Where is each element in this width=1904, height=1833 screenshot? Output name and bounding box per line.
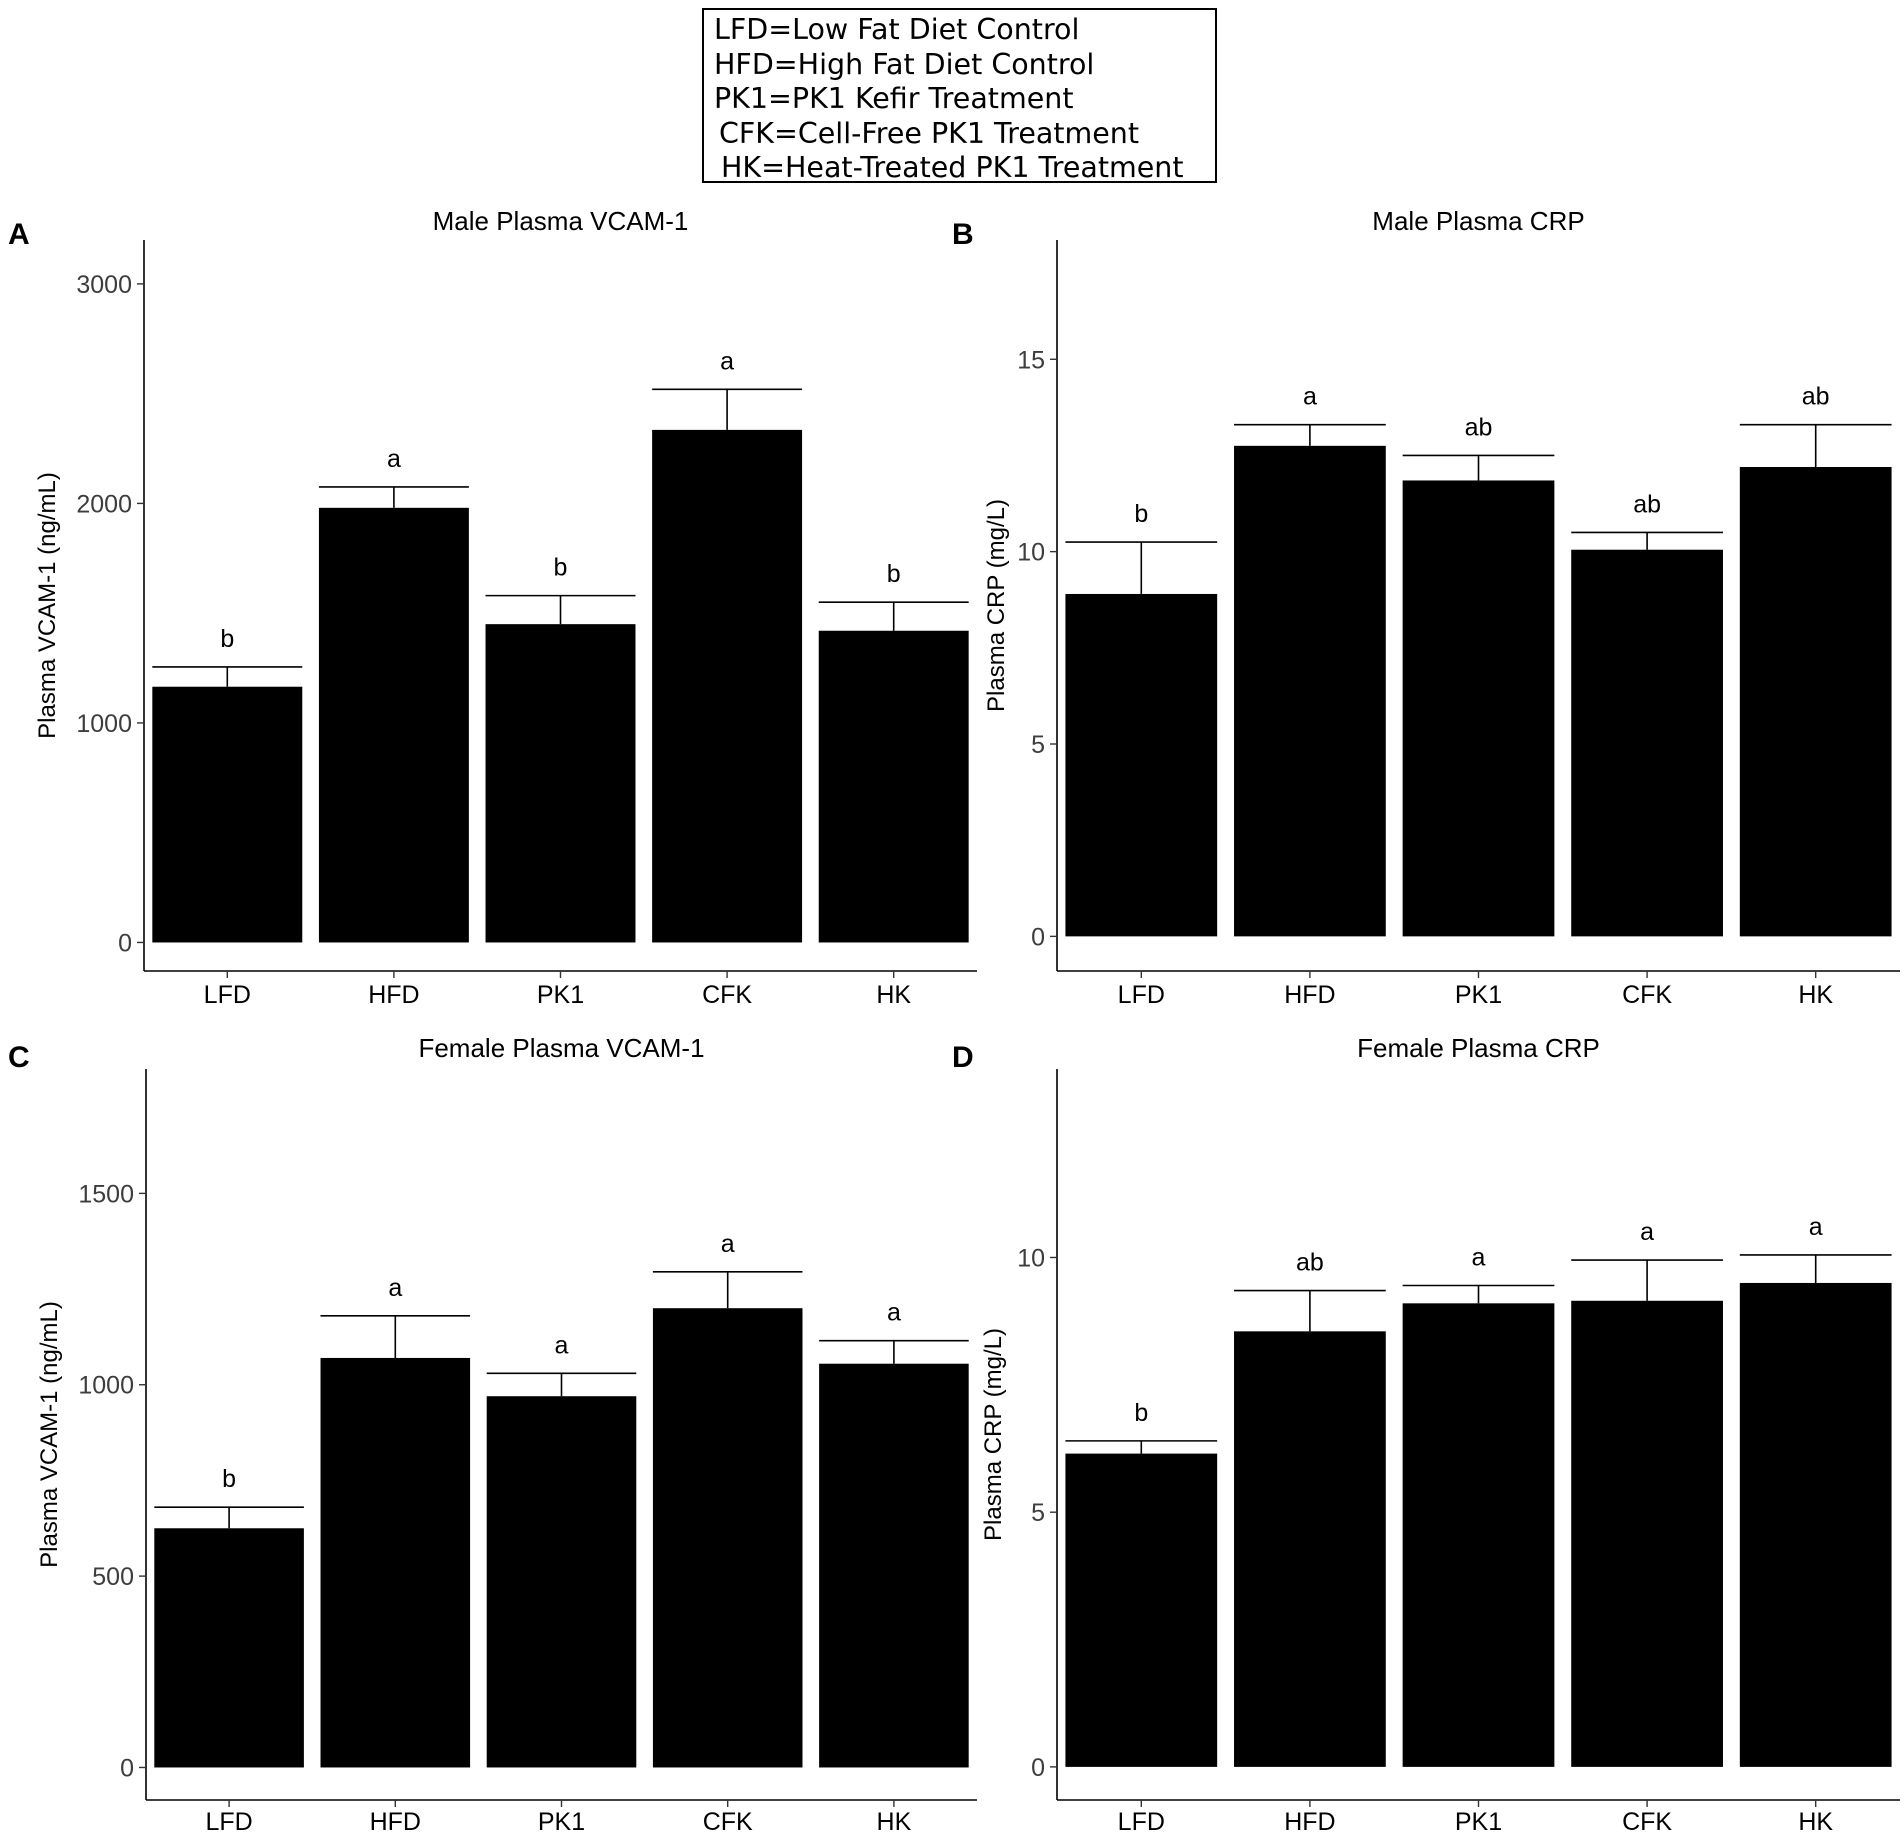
bar-lfd bbox=[152, 686, 303, 943]
x-tick-label-pk1: PK1 bbox=[1455, 1808, 1502, 1833]
y-tick-label: 2000 bbox=[76, 490, 132, 518]
significance-label-pk1: a bbox=[555, 1331, 569, 1359]
bar-hk bbox=[1739, 1282, 1892, 1767]
y-tick-label: 5 bbox=[1031, 731, 1045, 759]
panel-letter: C bbox=[8, 1041, 30, 1074]
y-tick-label: 0 bbox=[1031, 923, 1045, 951]
bar-hk bbox=[818, 630, 969, 943]
panel-letter: B bbox=[952, 218, 974, 251]
significance-label-cfk: ab bbox=[1633, 490, 1661, 518]
legend-item-cfk: CFK=Cell-Free PK1 Treatment bbox=[719, 116, 1140, 150]
x-tick-label-hk: HK bbox=[1798, 1808, 1833, 1833]
y-tick-label: 10 bbox=[1017, 1244, 1045, 1272]
y-tick-label: 10 bbox=[1017, 539, 1045, 567]
bar-lfd bbox=[154, 1528, 304, 1768]
significance-label-hk: a bbox=[1809, 1213, 1823, 1241]
legend-item-lfd: LFD=Low Fat Diet Control bbox=[714, 13, 1080, 46]
bar-lfd bbox=[1065, 593, 1218, 937]
x-tick-label-hfd: HFD bbox=[1284, 981, 1335, 1009]
x-tick-label-hk: HK bbox=[1798, 981, 1833, 1009]
panel-a: A Male Plasma VCAM-1 0 1000 2000 3000 Plasma V… bbox=[8, 206, 977, 1009]
y-tick-label: 1000 bbox=[76, 710, 132, 738]
bar-pk1 bbox=[1402, 1303, 1555, 1767]
bar-cfk bbox=[652, 1308, 803, 1768]
bar-hfd bbox=[1234, 445, 1386, 937]
panel-letter: A bbox=[8, 218, 30, 251]
significance-label-hfd: ab bbox=[1296, 1249, 1324, 1277]
significance-label-hfd: a bbox=[1303, 383, 1317, 411]
significance-label-hk: a bbox=[887, 1299, 901, 1327]
x-tick-label-lfd: LFD bbox=[1118, 981, 1165, 1009]
legend-item-hk: HK=Heat-Treated PK1 Treatment bbox=[721, 151, 1184, 184]
y-tick-label: 0 bbox=[120, 1754, 134, 1782]
panel-c: C Female Plasma VCAM-1 0 500 1000 1500 Plasma … bbox=[8, 1033, 977, 1833]
significance-label-cfk: a bbox=[720, 347, 734, 375]
significance-label-pk1: ab bbox=[1465, 413, 1493, 441]
x-tick-label-lfd: LFD bbox=[204, 981, 251, 1009]
significance-label-hfd: a bbox=[387, 445, 401, 473]
legend-item-hfd: HFD=High Fat Diet Control bbox=[714, 47, 1095, 81]
y-axis-label: Plasma VCAM-1 (ng/mL) bbox=[36, 1301, 63, 1568]
x-tick-label-pk1: PK1 bbox=[537, 981, 584, 1009]
significance-label-lfd: b bbox=[1134, 1399, 1148, 1427]
x-tick-label-cfk: CFK bbox=[1622, 1808, 1672, 1833]
y-tick-label: 5 bbox=[1031, 1499, 1045, 1527]
bar-cfk bbox=[1571, 549, 1723, 937]
y-tick-label: 3000 bbox=[76, 271, 132, 299]
significance-label-hk: b bbox=[887, 560, 901, 588]
chart-title: Male Plasma VCAM-1 bbox=[433, 206, 689, 236]
bar-hk bbox=[819, 1363, 969, 1768]
y-tick-label: 0 bbox=[118, 929, 132, 957]
legend-box: LFD=Low Fat Diet Control HFD=High Fat Di… bbox=[702, 8, 1217, 184]
x-tick-label-pk1: PK1 bbox=[538, 1808, 585, 1833]
bar-lfd bbox=[1065, 1453, 1218, 1767]
chart-title: Male Plasma CRP bbox=[1372, 206, 1584, 236]
y-tick-label: 500 bbox=[92, 1563, 134, 1591]
significance-label-lfd: b bbox=[222, 1465, 236, 1493]
panel-d: D Female Plasma CRP 0 5 10 Plasma CRP (mg/L) b… bbox=[952, 1033, 1900, 1833]
bar-hk bbox=[1739, 466, 1892, 937]
y-tick-label: 0 bbox=[1031, 1754, 1045, 1782]
x-tick-label-cfk: CFK bbox=[702, 981, 752, 1009]
y-tick-label: 15 bbox=[1017, 346, 1045, 374]
significance-label-cfk: a bbox=[721, 1230, 735, 1258]
y-axis-label: Plasma VCAM-1 (ng/mL) bbox=[34, 472, 61, 739]
x-tick-label-hfd: HFD bbox=[370, 1808, 421, 1833]
x-tick-label-lfd: LFD bbox=[205, 1808, 252, 1833]
significance-label-cfk: a bbox=[1640, 1218, 1654, 1246]
x-tick-label-hfd: HFD bbox=[368, 981, 419, 1009]
bar-pk1 bbox=[485, 624, 636, 943]
y-axis-label: Plasma CRP (mg/L) bbox=[980, 1328, 1007, 1541]
bar-hfd bbox=[320, 1357, 471, 1768]
panel-letter: D bbox=[952, 1041, 974, 1074]
significance-label-hk: ab bbox=[1802, 383, 1830, 411]
bar-cfk bbox=[652, 429, 803, 943]
x-tick-label-hk: HK bbox=[876, 981, 911, 1009]
bar-cfk bbox=[1571, 1300, 1723, 1767]
y-tick-label: 1500 bbox=[78, 1180, 134, 1208]
x-tick-label-hk: HK bbox=[877, 1808, 912, 1833]
x-tick-label-pk1: PK1 bbox=[1455, 981, 1502, 1009]
legend-item-pk1: PK1=PK1 Kefir Treatment bbox=[714, 82, 1074, 115]
significance-label-lfd: b bbox=[220, 625, 234, 653]
significance-label-pk1: a bbox=[1472, 1243, 1486, 1271]
significance-label-hfd: a bbox=[388, 1274, 402, 1302]
chart-title: Female Plasma CRP bbox=[1357, 1033, 1600, 1063]
x-tick-label-cfk: CFK bbox=[703, 1808, 753, 1833]
x-tick-label-lfd: LFD bbox=[1118, 1808, 1165, 1833]
x-tick-label-cfk: CFK bbox=[1622, 981, 1672, 1009]
bar-pk1 bbox=[1402, 480, 1555, 937]
significance-label-lfd: b bbox=[1134, 500, 1148, 528]
significance-label-pk1: b bbox=[554, 554, 568, 582]
panel-b: B Male Plasma CRP 0 5 10 15 Plasma CRP (mg/L) b… bbox=[952, 206, 1900, 1009]
chart-title: Female Plasma VCAM-1 bbox=[418, 1033, 704, 1063]
bar-pk1 bbox=[486, 1396, 637, 1768]
y-axis-label: Plasma CRP (mg/L) bbox=[983, 499, 1010, 712]
bar-hfd bbox=[1234, 1331, 1386, 1767]
bar-hfd bbox=[318, 507, 469, 943]
x-tick-label-hfd: HFD bbox=[1284, 1808, 1335, 1833]
y-tick-label: 1000 bbox=[78, 1372, 134, 1400]
